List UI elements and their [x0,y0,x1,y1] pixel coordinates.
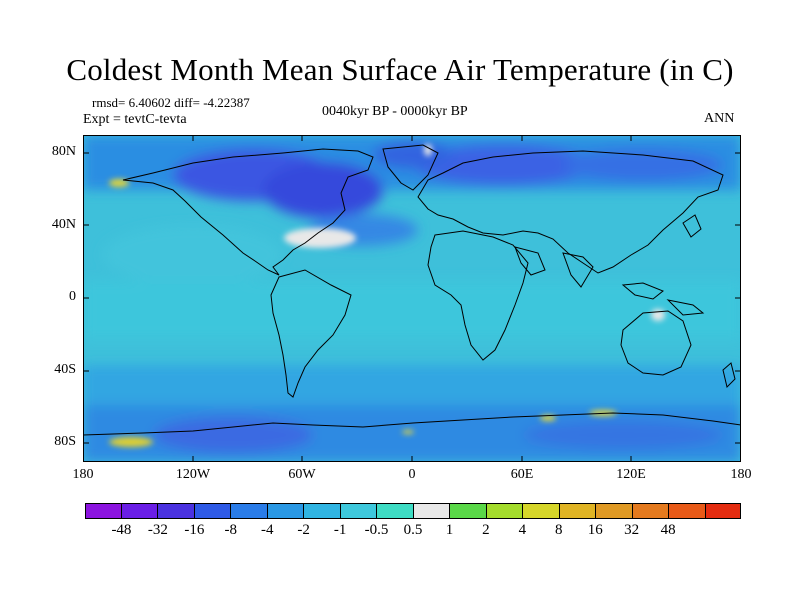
plot-title: Coldest Month Mean Surface Air Temperatu… [66,52,734,87]
colorbar-segment [121,503,158,519]
colorbar-label: -0.5 [364,522,389,538]
lat-label-80s: 80S [54,434,76,449]
lon-label-0: 0 [408,467,416,482]
colorbar-label: 2 [482,522,490,538]
period-text: 0040kyr BP - 0000kyr BP [322,104,468,119]
colorbar-segment [669,503,706,519]
lat-label-80n: 80N [51,144,76,159]
anomaly-shading [83,135,741,462]
colorbar-segment [486,503,523,519]
colorbar-segment [158,503,195,519]
colorbar-label: -8 [224,522,238,538]
lon-label-120e: 120E [616,467,646,482]
colorbar-label: -4 [260,522,274,538]
colorbar-segment [267,503,304,519]
lon-label-60w: 60W [288,467,316,482]
colorbar-label: -48 [111,522,132,538]
colorbar-segment [231,503,268,519]
lat-label-0: 0 [69,289,76,304]
lon-label-60e: 60E [510,467,534,482]
colorbar-label: 48 [660,522,676,538]
tick-marks [83,135,741,462]
colorbar-label: 16 [587,522,603,538]
coastlines [83,144,741,436]
colorbar-label: -2 [297,522,310,538]
temperature-map [83,135,741,462]
colorbar-segment [85,503,122,519]
colorbar-label: -32 [147,522,168,538]
colorbar-label: 4 [518,522,527,538]
lon-label-180e: 180 [730,467,752,482]
colorbar-label: 32 [624,522,640,538]
colorbar-segment [632,503,669,519]
lon-label-120w: 120W [175,467,211,482]
colorbar [85,503,741,519]
map-panel [83,135,741,462]
lat-label-40s: 40S [54,362,76,377]
colorbar-segment [450,503,487,519]
lon-label-180w: 180 [72,467,94,482]
colorbar-label: -1 [333,522,347,538]
experiment-text: Expt = tevtC-tevta [83,112,187,127]
colorbar-segment [523,503,560,519]
colorbar-label: 0.5 [403,522,423,538]
season-text: ANN [704,111,735,126]
colorbar-segment [413,503,450,519]
colorbar-label: -16 [184,522,205,538]
colorbar-segment [559,503,596,519]
lat-label-40n: 40N [51,217,76,232]
colorbar-segment [304,503,341,519]
stats-text: rmsd= 6.40602 diff= -4.22387 [92,95,250,110]
colorbar-segment [705,503,741,519]
colorbar-segment [340,503,377,519]
colorbar-segment [377,503,414,519]
colorbar-segment [596,503,633,519]
colorbar-label: 8 [555,522,563,538]
colorbar-segment [194,503,231,519]
colorbar-label: 1 [445,522,454,538]
